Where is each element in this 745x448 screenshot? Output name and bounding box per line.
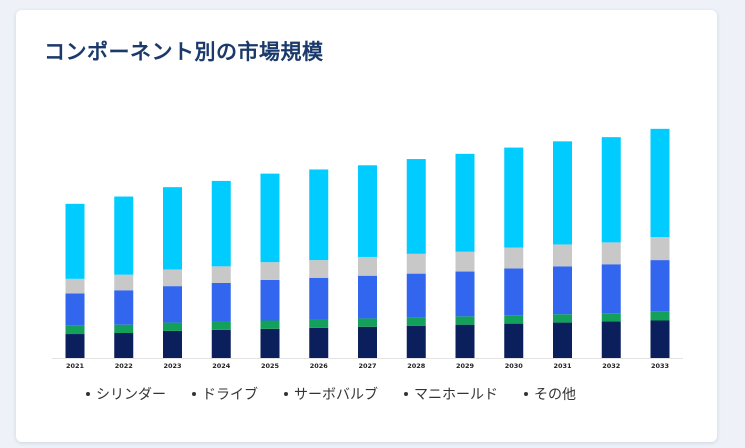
bar-segment-2027-1 xyxy=(358,318,377,327)
bar-segment-2022-0 xyxy=(114,333,134,358)
bar-segment-2032-1 xyxy=(601,313,621,322)
bar-segment-2024-3 xyxy=(211,266,231,283)
bar-segment-2024-4 xyxy=(211,180,231,267)
bar-segment-2029-2 xyxy=(455,271,475,317)
x-tick-label: 2033 xyxy=(651,362,669,370)
bar-segment-2029-3 xyxy=(455,251,475,272)
legend-label: シリンダー xyxy=(96,387,166,403)
chart-title: コンポーネント別の市場規模 xyxy=(44,40,324,64)
legend-item-cylinder: シリンダー xyxy=(86,384,166,404)
bar-segment-2025-1 xyxy=(260,320,280,329)
bar-segment-2032-0 xyxy=(601,321,621,358)
bar-segment-2028-1 xyxy=(406,317,426,326)
bar-segment-2021-2 xyxy=(65,293,85,326)
legend-item-manifold: マニホールド xyxy=(404,384,498,404)
bar-segment-2033-2 xyxy=(650,260,670,312)
bar-segment-2031-4 xyxy=(553,141,572,245)
bar-segment-2032-2 xyxy=(601,264,621,314)
bar-segment-2024-1 xyxy=(211,321,231,330)
bar-segment-2025-2 xyxy=(260,279,280,321)
bar-segment-2024-0 xyxy=(211,329,231,359)
chart-legend: シリンダー ドライブ サーボバルブ マニホールド その他 xyxy=(86,384,576,404)
legend-item-drive: ドライブ xyxy=(192,384,258,404)
bar-segment-2031-3 xyxy=(553,244,572,267)
bar-segment-2033-0 xyxy=(650,320,670,358)
bar-segment-2033-1 xyxy=(650,311,670,321)
bar-segment-2032-4 xyxy=(601,137,621,243)
legend-item-other: その他 xyxy=(524,384,576,404)
legend-bullet xyxy=(404,392,408,396)
bar-segment-2023-1 xyxy=(163,322,182,331)
legend-item-servo-valve: サーボバルブ xyxy=(284,384,378,404)
legend-label: その他 xyxy=(534,387,576,403)
bar-segment-2027-4 xyxy=(358,165,377,257)
x-tick-label: 2022 xyxy=(115,362,133,370)
bar-segment-2023-3 xyxy=(163,269,182,287)
bar-segment-2030-1 xyxy=(504,315,524,324)
x-tick-label: 2031 xyxy=(553,362,572,370)
bar-segment-2028-3 xyxy=(406,253,426,274)
bar-segment-2025-3 xyxy=(260,262,280,280)
bar-segment-2022-3 xyxy=(114,274,134,291)
bar-segment-2022-4 xyxy=(114,196,134,275)
bar-segment-2032-3 xyxy=(601,242,621,265)
bar-segment-2030-0 xyxy=(504,323,524,359)
bar-segment-2031-2 xyxy=(553,266,572,315)
bar-segment-2033-3 xyxy=(650,237,670,261)
legend-label: ドライブ xyxy=(202,387,258,403)
x-tick-label: 2021 xyxy=(66,362,85,370)
bar-segment-2030-2 xyxy=(504,268,524,316)
bar-segment-2029-1 xyxy=(455,316,475,325)
x-tick-label: 2030 xyxy=(505,362,524,370)
x-tick-label: 2029 xyxy=(456,362,475,370)
bar-segment-2022-2 xyxy=(114,290,134,325)
bar-segment-2021-4 xyxy=(65,203,85,279)
bar-segment-2025-4 xyxy=(260,173,280,263)
bar-segment-2027-3 xyxy=(358,256,377,276)
bar-segment-2021-0 xyxy=(65,334,85,358)
legend-bullet xyxy=(86,392,90,396)
bar-segment-2026-3 xyxy=(309,260,329,278)
bar-segment-2023-0 xyxy=(163,330,182,358)
bar-segment-2024-2 xyxy=(211,283,231,322)
bar-segment-2028-4 xyxy=(406,159,426,254)
bar-segment-2028-2 xyxy=(406,273,426,318)
bar-segment-2026-2 xyxy=(309,277,329,320)
bar-segment-2029-4 xyxy=(455,153,475,252)
legend-bullet xyxy=(192,392,196,396)
bar-segment-2026-0 xyxy=(309,327,329,358)
x-tick-label: 2027 xyxy=(358,362,376,370)
bar-segment-2030-4 xyxy=(504,147,524,248)
bar-segment-2028-0 xyxy=(406,325,426,358)
bar-segment-2026-4 xyxy=(309,169,329,261)
bar-segment-2021-3 xyxy=(65,278,85,294)
x-tick-label: 2023 xyxy=(163,362,181,370)
bar-segment-2033-4 xyxy=(650,128,670,238)
bar-segment-2030-3 xyxy=(504,247,524,269)
bar-segment-2027-0 xyxy=(358,326,377,358)
bar-segment-2026-1 xyxy=(309,319,329,328)
bar-segment-2021-1 xyxy=(65,325,85,335)
bar-segment-2031-1 xyxy=(553,314,572,323)
bar-segment-2023-4 xyxy=(163,187,182,270)
x-tick-label: 2028 xyxy=(407,362,426,370)
x-tick-label: 2026 xyxy=(310,362,329,370)
legend-label: サーボバルブ xyxy=(294,387,378,403)
x-tick-label: 2024 xyxy=(212,362,231,370)
legend-bullet xyxy=(524,392,528,396)
bar-segment-2027-2 xyxy=(358,275,377,319)
bar-segment-2031-0 xyxy=(553,322,572,358)
bar-segment-2029-0 xyxy=(455,324,475,358)
x-tick-label: 2025 xyxy=(261,362,280,370)
bar-segment-2023-2 xyxy=(163,286,182,323)
bar-segment-2022-1 xyxy=(114,324,134,333)
legend-bullet xyxy=(284,392,288,396)
legend-label: マニホールド xyxy=(414,387,498,403)
x-tick-label: 2032 xyxy=(602,362,620,370)
bar-segment-2025-0 xyxy=(260,328,280,358)
